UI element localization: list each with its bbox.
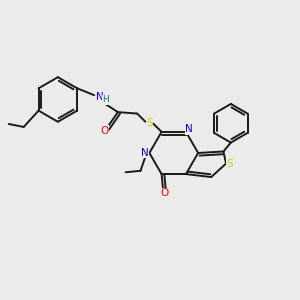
Text: O: O <box>160 188 168 198</box>
Text: S: S <box>226 158 233 169</box>
Text: N: N <box>141 148 148 158</box>
Text: N: N <box>185 124 193 134</box>
Text: H: H <box>103 95 110 104</box>
Text: N: N <box>96 92 103 102</box>
Text: S: S <box>146 118 153 128</box>
Text: O: O <box>100 126 108 136</box>
